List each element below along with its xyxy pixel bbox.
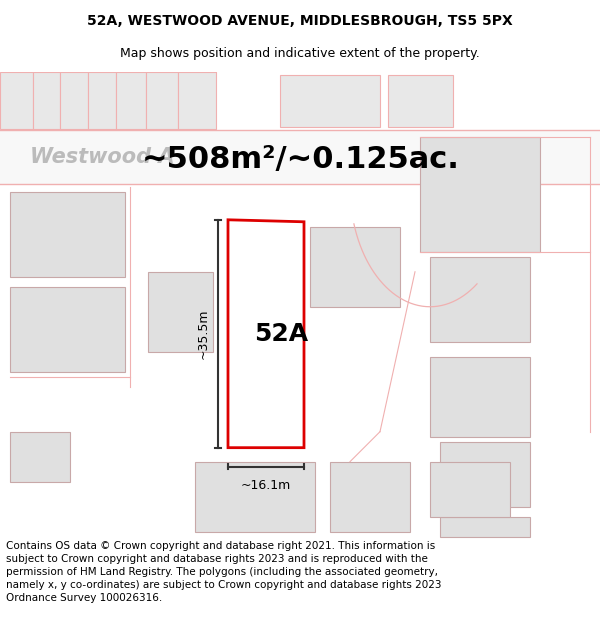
Text: ~508m²/~0.125ac.: ~508m²/~0.125ac. xyxy=(142,146,460,174)
Bar xyxy=(10,432,70,482)
Bar xyxy=(440,517,530,537)
Bar xyxy=(440,442,530,507)
Bar xyxy=(388,75,453,127)
Bar xyxy=(430,257,530,342)
Text: ~16.1m: ~16.1m xyxy=(241,479,291,492)
Bar xyxy=(330,462,410,532)
Bar xyxy=(310,227,400,307)
Bar xyxy=(178,72,216,129)
Bar xyxy=(116,72,146,129)
Text: Contains OS data © Crown copyright and database right 2021. This information is
: Contains OS data © Crown copyright and d… xyxy=(6,541,442,603)
Bar xyxy=(0,72,33,129)
Bar xyxy=(146,72,178,129)
Text: Westwood A: Westwood A xyxy=(30,147,175,167)
Bar xyxy=(195,462,315,532)
Bar xyxy=(33,72,60,129)
Bar xyxy=(280,75,380,127)
Text: 52A: 52A xyxy=(254,322,308,346)
Bar xyxy=(420,137,540,252)
Bar xyxy=(148,272,213,352)
Text: 52A, WESTWOOD AVENUE, MIDDLESBROUGH, TS5 5PX: 52A, WESTWOOD AVENUE, MIDDLESBROUGH, TS5… xyxy=(87,14,513,28)
Bar xyxy=(60,72,88,129)
Bar xyxy=(430,462,510,517)
Bar xyxy=(10,287,125,372)
Bar xyxy=(0,130,600,184)
Bar xyxy=(10,192,125,277)
Bar xyxy=(430,357,530,437)
Bar xyxy=(88,72,116,129)
Text: Map shows position and indicative extent of the property.: Map shows position and indicative extent… xyxy=(120,47,480,60)
Text: ~35.5m: ~35.5m xyxy=(197,309,210,359)
